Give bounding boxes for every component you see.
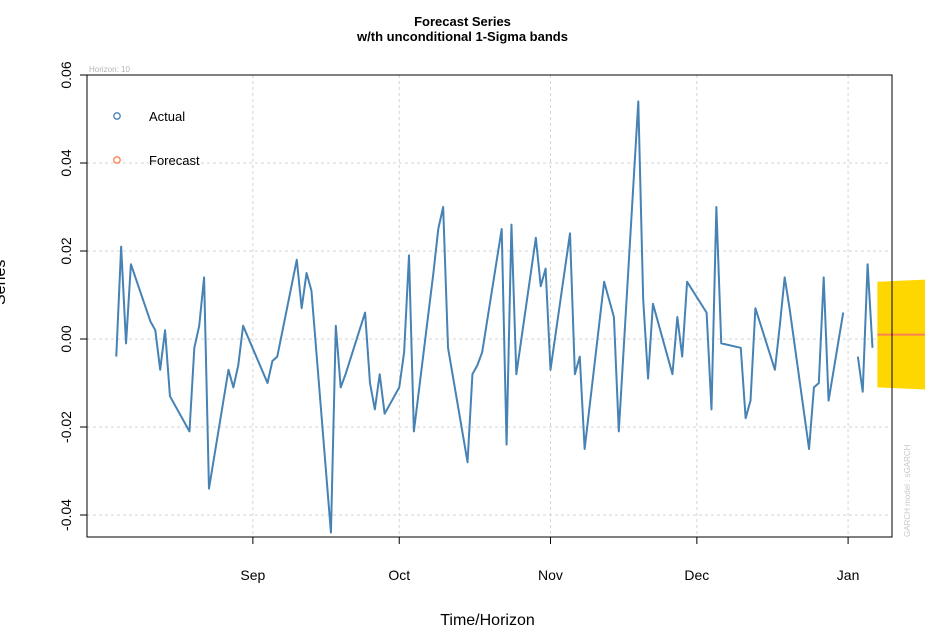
y-axis: -0.04 -0.02 0.00 0.02 0.04 0.06 [58,61,87,531]
y-tick-label: 0.06 [58,61,74,88]
chart-notes: Horizon: 10 GARCH model : sGARCH [89,65,912,537]
x-tick-label: Dec [684,567,709,583]
series-lines [115,100,925,534]
actual-series-tail-line [856,263,874,393]
x-tick-label: Jan [837,567,860,583]
y-tick-label: 0.02 [58,237,74,264]
legend: Actual Forecast [113,109,200,168]
y-tick-label: 0.04 [58,149,74,176]
plot-frame [86,74,893,538]
x-tick-label: Oct [388,567,410,583]
x-axis: Sep Oct Nov Dec Jan [240,537,859,583]
chart-title: Forecast Series w/th unconditional 1-Sig… [0,14,925,44]
horizon-note: Horizon: 10 [89,65,130,74]
plot-box [86,74,893,538]
y-tick-label: -0.04 [58,499,74,531]
model-note: GARCH model : sGARCH [903,444,912,537]
legend-marker-forecast [113,156,121,164]
legend-marker-actual [113,112,121,120]
x-tick-label: Sep [240,567,265,583]
chart-subtitle: w/th unconditional 1-Sigma bands [357,29,568,44]
y-axis-label: Series [0,259,9,305]
legend-label-forecast: Forecast [149,153,200,168]
y-tick-label: -0.02 [58,411,74,443]
x-axis-label: Time/Horizon [440,612,535,629]
actual-series-line [115,100,845,534]
x-tick-label: Nov [538,567,563,583]
grid-lines [87,74,892,537]
y-tick-label: 0.00 [58,325,74,352]
chart-title-main: Forecast Series [414,14,511,29]
legend-label-actual: Actual [149,109,185,124]
